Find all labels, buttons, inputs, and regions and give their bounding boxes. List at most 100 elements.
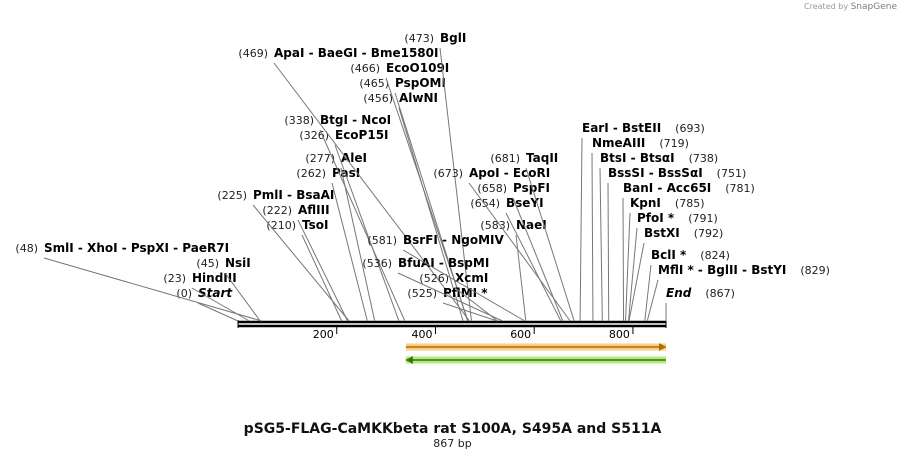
site-581-bsrfi-ngomiv-position: (581) (367, 234, 397, 247)
site-526-xcmi-position: (526) (419, 272, 449, 285)
site-792-bstxi-position: (792) (694, 227, 724, 240)
site-658-pspfi-leader (512, 197, 564, 322)
site-525-pflmi-label: PflMI * (443, 286, 488, 300)
site-225-pmli-bsaai-label: PmlI - BsaAI (253, 188, 334, 202)
site-824-bcli-position: (824) (700, 249, 730, 262)
site-338-btgi-ncoi-label: BtgI - NcoI (320, 113, 391, 127)
site-0-start-leader (197, 302, 239, 322)
site-673-apoi-ecori-label: ApoI - EcoRI (469, 166, 550, 180)
site-210-tsoi-label: TsoI (302, 218, 328, 232)
site-210-tsoi-leader (301, 234, 343, 322)
site-262-pasi-position: (262) (296, 167, 326, 180)
site-583-naei-position: (583) (480, 219, 510, 232)
site-829-mfli-bglii-bstyi-label: MflI * - BglII - BstYI (658, 263, 786, 277)
site-469-apai-baegi-bme1580i-label: ApaI - BaeGI - Bme1580I (274, 46, 438, 60)
site-326-ecop15i-position: (326) (299, 129, 329, 142)
site-48-smli-xhoi-pspxi-paer7i-leader (43, 257, 262, 322)
site-693-eari-bsteii-position: (693) (675, 122, 705, 135)
site-719-nmeaiii-leader (591, 152, 594, 322)
site-719-nmeaiii-label: NmeAIII (592, 136, 645, 150)
site-673-apoi-ecori-leader (468, 182, 571, 322)
site-781-bani-acc65i-leader (622, 197, 625, 322)
site-654-bseyi-position: (654) (470, 197, 500, 210)
site-581-bsrfi-ngomiv-label: BsrFI - NgoMIV (403, 233, 504, 247)
site-45-nsii-label: NsiI (225, 256, 251, 270)
site-45-nsii-position: (45) (196, 257, 219, 270)
site-456-alwni-position: (456) (363, 92, 393, 105)
site-738-btsi-bts-i-leader (599, 167, 603, 322)
site-23-hindiii-label: HindIII (192, 271, 237, 285)
credit-prefix: Created by (804, 2, 849, 11)
site-338-btgi-ncoi-leader (319, 129, 406, 322)
site-791-pfoi-label: PfoI * (637, 211, 675, 225)
site-277-alei-position: (277) (305, 152, 335, 165)
site-751-bsssi-bsss-i-label: BssSI - BssSαI (608, 166, 703, 180)
site-473-bgli-label: BglI (440, 31, 466, 45)
site-525-pflmi-leader (442, 302, 498, 322)
tick-label-200: 200 (313, 328, 334, 341)
site-262-pasi-label: PasI (332, 166, 360, 180)
site-751-bsssi-bsss-i-leader (607, 182, 610, 322)
site-210-tsoi-position: (210) (266, 219, 296, 232)
site-262-pasi-leader (331, 182, 368, 322)
site-791-pfoi-leader (627, 227, 638, 322)
site-867-end-position: (867) (705, 287, 735, 300)
site-792-bstxi-leader (628, 242, 645, 322)
tick-label-600: 600 (510, 328, 531, 341)
site-0-start-label: Start (198, 286, 233, 300)
site-824-bcli-leader (644, 264, 652, 322)
site-473-bgli-leader (439, 47, 472, 322)
site-536-bfuai-bspmi-position: (536) (362, 257, 392, 270)
tick-label-800: 800 (609, 328, 630, 341)
site-222-afliii-label: AflIII (298, 203, 330, 217)
tick-label-400: 400 (411, 328, 432, 341)
site-785-kpni-leader (625, 212, 631, 322)
site-23-hindiii-leader (191, 287, 250, 322)
sequence-length: 867 bp (433, 437, 472, 450)
site-225-pmli-bsaai-leader (252, 204, 350, 322)
site-673-apoi-ecori-position: (673) (433, 167, 463, 180)
site-581-bsrfi-ngomiv-leader (402, 249, 526, 322)
snapgene-credit: Created by SnapGene (804, 2, 897, 12)
site-681-taqii-position: (681) (490, 152, 520, 165)
site-466-ecoo109i-position: (466) (350, 62, 380, 75)
feature-reverse-green-arrow (405, 356, 413, 364)
site-785-kpni-label: KpnI (630, 196, 661, 210)
site-654-bseyi-label: BseYI (506, 196, 544, 210)
site-525-pflmi-position: (525) (407, 287, 437, 300)
site-738-btsi-bts-i-position: (738) (689, 152, 719, 165)
site-658-pspfi-position: (658) (477, 182, 507, 195)
site-781-bani-acc65i-position: (781) (725, 182, 755, 195)
feature-forward-orange-arrow (659, 343, 666, 351)
sequence-map: 200 400 600 800 Start (0)HindIII (23) NsiI (45) S… (15, 31, 830, 364)
site-23-hindiii-position: (23) (163, 272, 186, 285)
site-225-pmli-bsaai-position: (225) (217, 189, 247, 202)
site-693-eari-bsteii-label: EarI - BstEII (582, 121, 661, 135)
site-867-end-label: End (666, 286, 692, 300)
site-277-alei-label: AleI (341, 151, 367, 165)
site-829-mfli-bglii-bstyi-position: (829) (800, 264, 830, 277)
site-751-bsssi-bsss-i-position: (751) (717, 167, 747, 180)
site-536-bfuai-bspmi-label: BfuAI - BspMI (398, 256, 489, 270)
site-465-pspomi-label: PspOMI (395, 76, 446, 90)
site-536-bfuai-bspmi-leader (397, 272, 503, 322)
site-654-bseyi-leader (505, 212, 562, 322)
site-791-pfoi-position: (791) (688, 212, 718, 225)
site-45-nsii-leader (224, 272, 261, 322)
site-719-nmeaiii-position: (719) (659, 137, 689, 150)
site-326-ecop15i-leader (334, 144, 400, 322)
site-473-bgli-position: (473) (404, 32, 434, 45)
site-738-btsi-bts-i-label: BtsI - BtsαI (600, 151, 675, 165)
site-829-mfli-bglii-bstyi-leader (646, 279, 659, 322)
site-658-pspfi-label: PspFI (513, 181, 550, 195)
site-466-ecoo109i-label: EcoO109I (386, 61, 449, 75)
site-583-naei-label: NaeI (516, 218, 547, 232)
site-681-taqii-leader (525, 167, 575, 322)
site-469-apai-baegi-bme1580i-leader (273, 62, 470, 322)
site-465-pspomi-position: (465) (359, 77, 389, 90)
site-824-bcli-label: BclI * (651, 248, 687, 262)
site-277-alei-leader (340, 167, 376, 322)
site-0-start-position: (0) (176, 287, 192, 300)
site-326-ecop15i-label: EcoP15I (335, 128, 389, 142)
snapgene-logo: SnapGene (850, 2, 897, 12)
